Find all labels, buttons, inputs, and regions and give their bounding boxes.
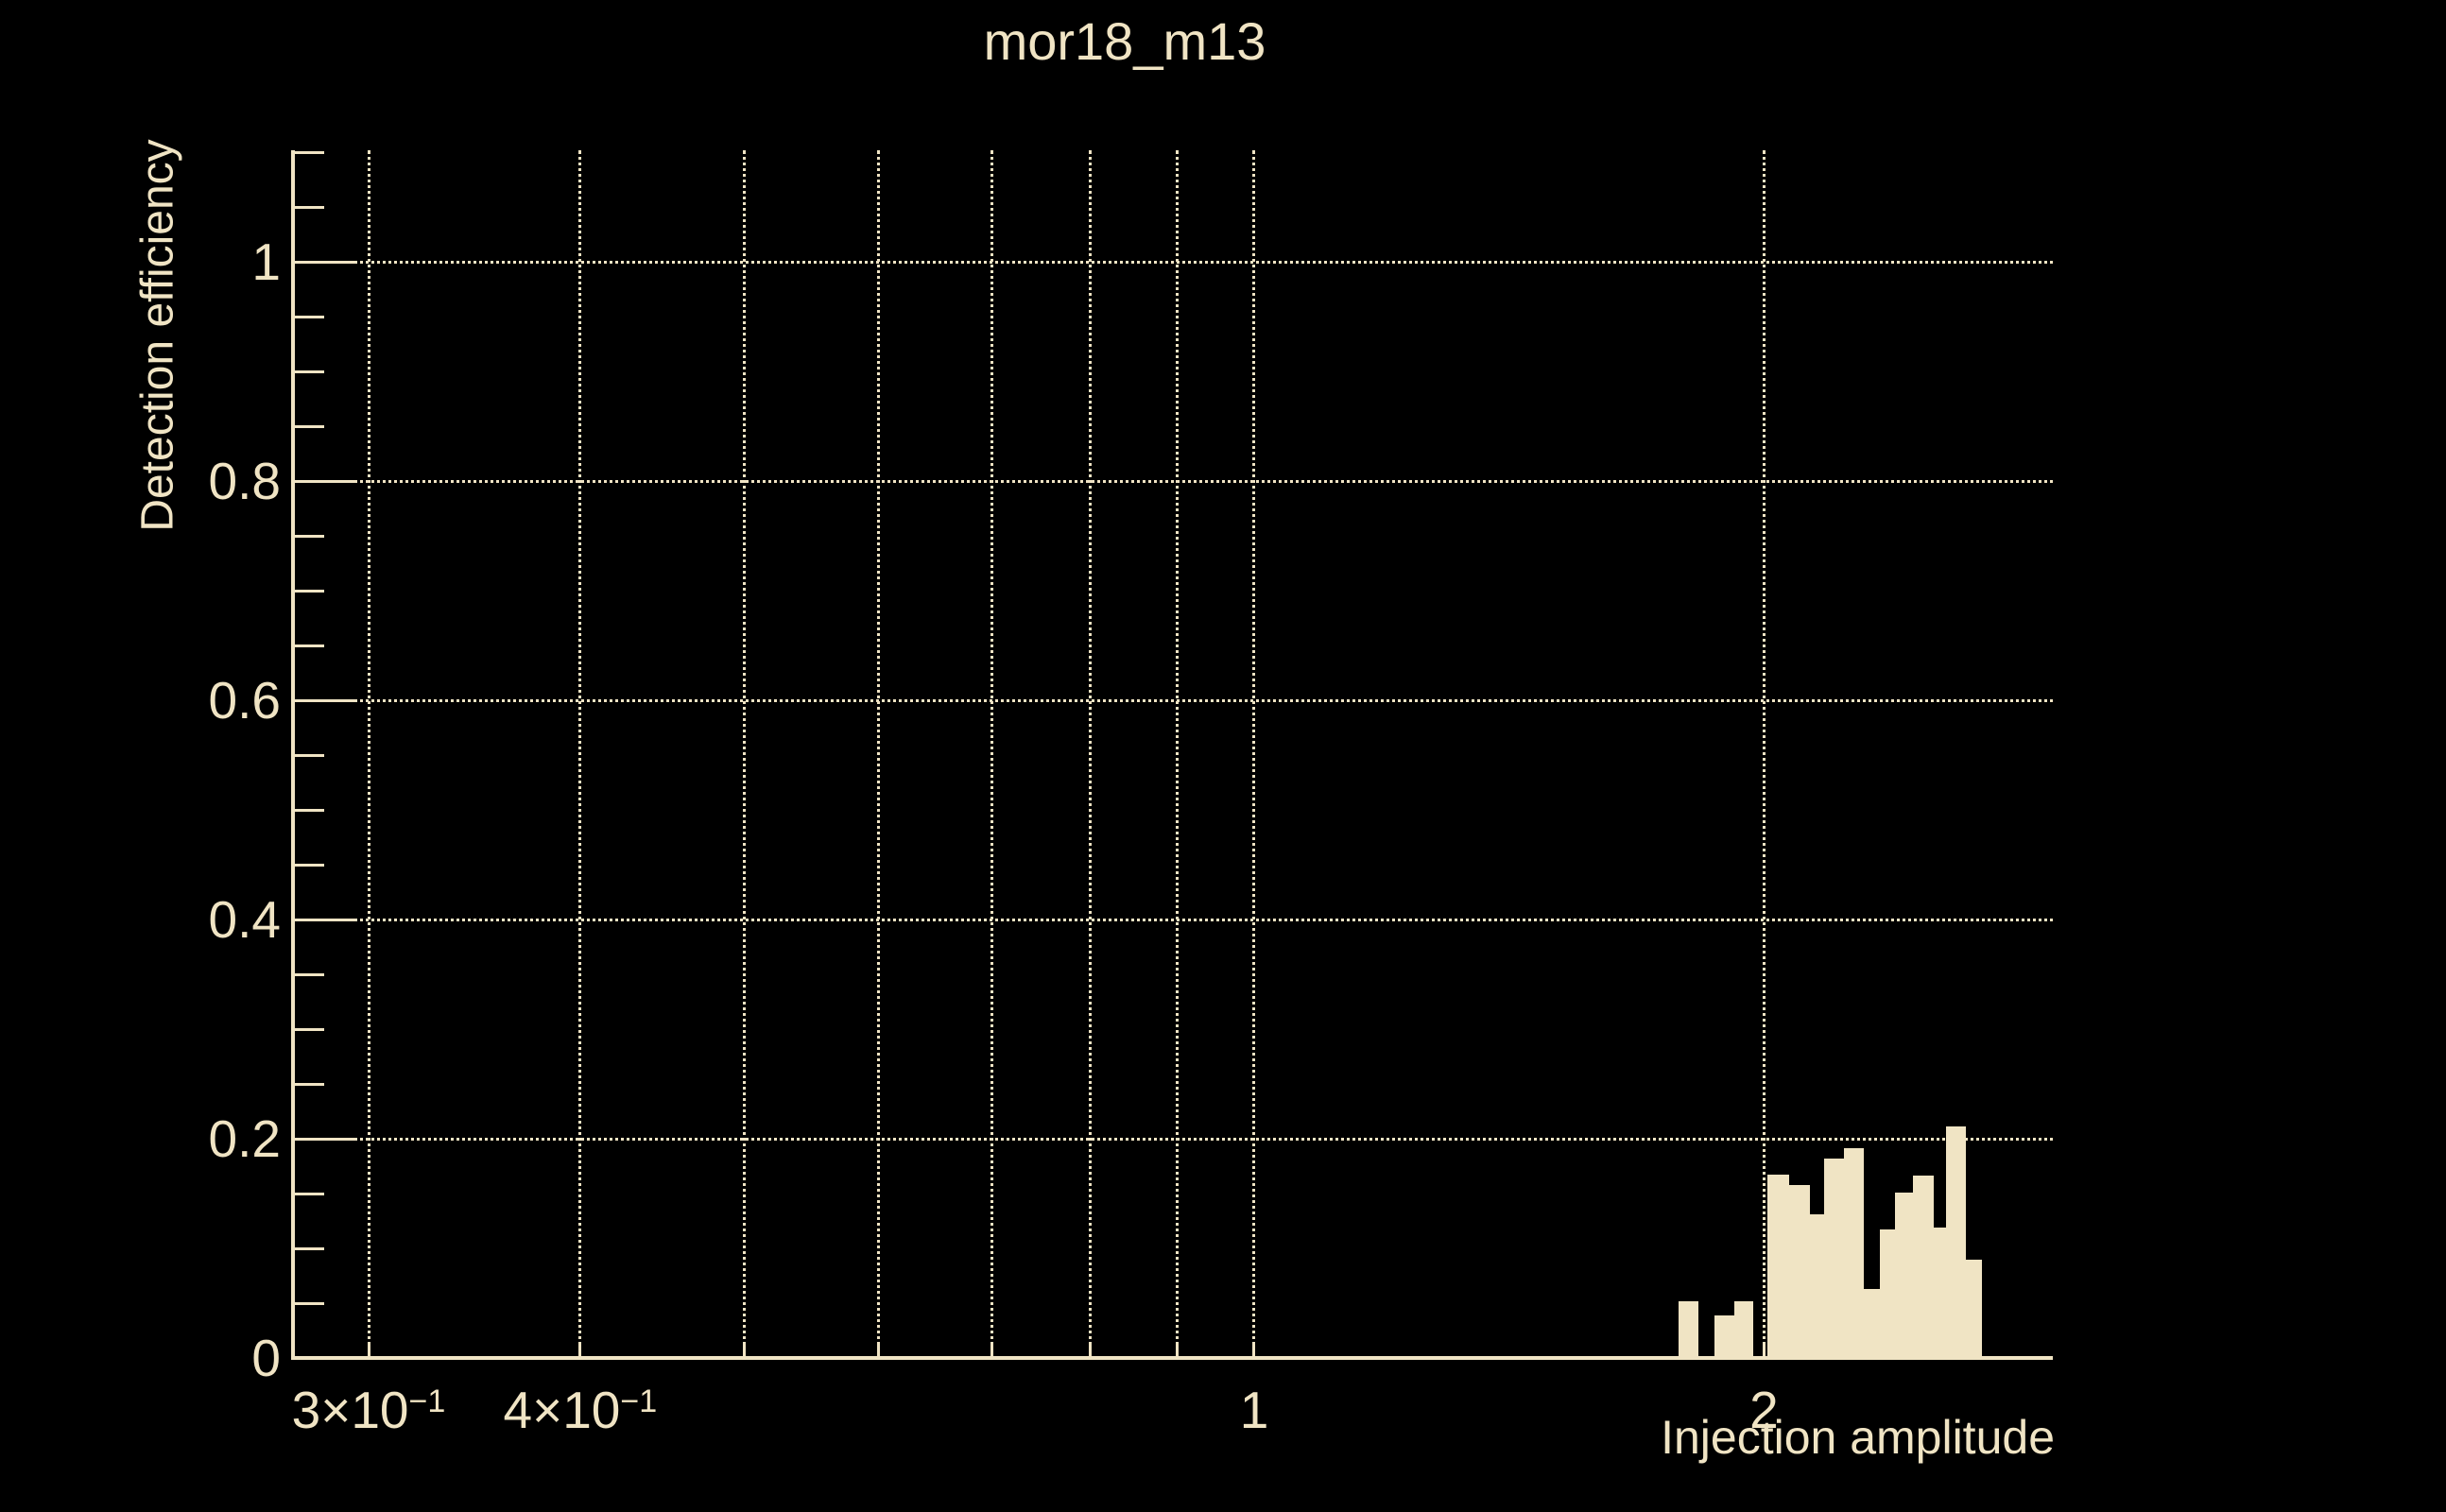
x-gridline — [578, 150, 582, 1358]
x-tick-exponent: −1 — [620, 1383, 658, 1419]
y-minor-tick-mark — [295, 644, 324, 647]
x-tick-label: 2 — [1749, 1381, 1779, 1439]
x-tick-mark — [1762, 1342, 1766, 1356]
x-tick-exponent: −1 — [408, 1383, 446, 1419]
x-gridline — [876, 150, 880, 1358]
x-gridline — [1762, 150, 1766, 1358]
y-major-tick-mark — [295, 1137, 355, 1141]
histogram-bar — [1945, 1126, 1966, 1358]
histogram-bar — [1965, 1259, 1983, 1358]
y-tick-label: 0.4 — [208, 890, 281, 949]
y-gridline — [293, 260, 2053, 264]
y-tick-label: 0 — [251, 1329, 281, 1387]
x-tick-mark — [1088, 1342, 1092, 1356]
y-gridline — [293, 1137, 2053, 1141]
chart-title: mor18_m13 — [983, 11, 1266, 71]
y-major-tick-mark — [295, 479, 355, 483]
y-major-tick-mark — [295, 918, 355, 921]
histogram-bar — [1733, 1300, 1753, 1358]
y-minor-tick-mark — [295, 205, 324, 209]
x-tick-mark — [876, 1342, 880, 1356]
y-tick-label: 1 — [251, 232, 281, 291]
x-gridline — [1088, 150, 1092, 1358]
histogram-bar — [1789, 1184, 1811, 1358]
histogram-bar — [1767, 1175, 1790, 1358]
x-tick-mark — [743, 1342, 747, 1356]
x-tick-mark — [367, 1342, 370, 1356]
y-minor-tick-mark — [295, 1192, 324, 1195]
y-minor-tick-mark — [295, 589, 324, 593]
y-minor-tick-mark — [295, 315, 324, 318]
histogram-bar — [1844, 1148, 1864, 1358]
y-major-tick-mark — [295, 698, 355, 702]
x-gridline — [367, 150, 370, 1358]
y-minor-tick-mark — [295, 150, 324, 154]
x-gridline — [1175, 150, 1179, 1358]
histogram-bar — [1879, 1229, 1896, 1358]
y-gridline — [293, 479, 2053, 483]
y-minor-tick-mark — [295, 753, 324, 757]
y-minor-tick-mark — [295, 863, 324, 867]
x-tick-label: 3×10−1 — [291, 1381, 446, 1439]
x-gridline — [990, 150, 993, 1358]
x-gridline — [743, 150, 747, 1358]
histogram-bar — [1678, 1300, 1699, 1358]
histogram-bar — [1934, 1227, 1946, 1358]
x-axis-title: Injection amplitude — [1661, 1411, 2055, 1464]
x-tick-mark — [1175, 1342, 1179, 1356]
y-minor-tick-mark — [295, 534, 324, 538]
histogram-bar — [1714, 1314, 1734, 1358]
y-minor-tick-mark — [295, 1082, 324, 1086]
histogram-bar — [1913, 1176, 1935, 1358]
y-minor-tick-mark — [295, 808, 324, 812]
x-axis-line — [291, 1356, 2053, 1360]
y-minor-tick-mark — [295, 369, 324, 373]
y-minor-tick-mark — [295, 1027, 324, 1031]
x-tick-label: 4×10−1 — [503, 1381, 658, 1439]
y-axis-line — [291, 150, 295, 1360]
y-minor-tick-mark — [295, 1301, 324, 1305]
y-major-tick-mark — [295, 260, 355, 264]
x-tick-mark — [578, 1342, 582, 1356]
y-gridline — [293, 918, 2053, 921]
x-tick-label: 1 — [1239, 1381, 1269, 1439]
histogram-bar — [1810, 1214, 1824, 1358]
y-gridline — [293, 698, 2053, 702]
y-minor-tick-mark — [295, 972, 324, 976]
y-tick-label: 0.6 — [208, 671, 281, 730]
histogram-bar — [1895, 1192, 1914, 1358]
histogram-bar — [1823, 1158, 1845, 1358]
y-tick-label: 0.8 — [208, 452, 281, 510]
y-minor-tick-mark — [295, 1246, 324, 1250]
histogram-bar — [1863, 1288, 1880, 1358]
y-tick-label: 0.2 — [208, 1109, 281, 1168]
x-tick-mark — [1252, 1342, 1256, 1356]
x-gridline — [1252, 150, 1256, 1358]
y-minor-tick-mark — [295, 424, 324, 428]
x-tick-mark — [990, 1342, 993, 1356]
